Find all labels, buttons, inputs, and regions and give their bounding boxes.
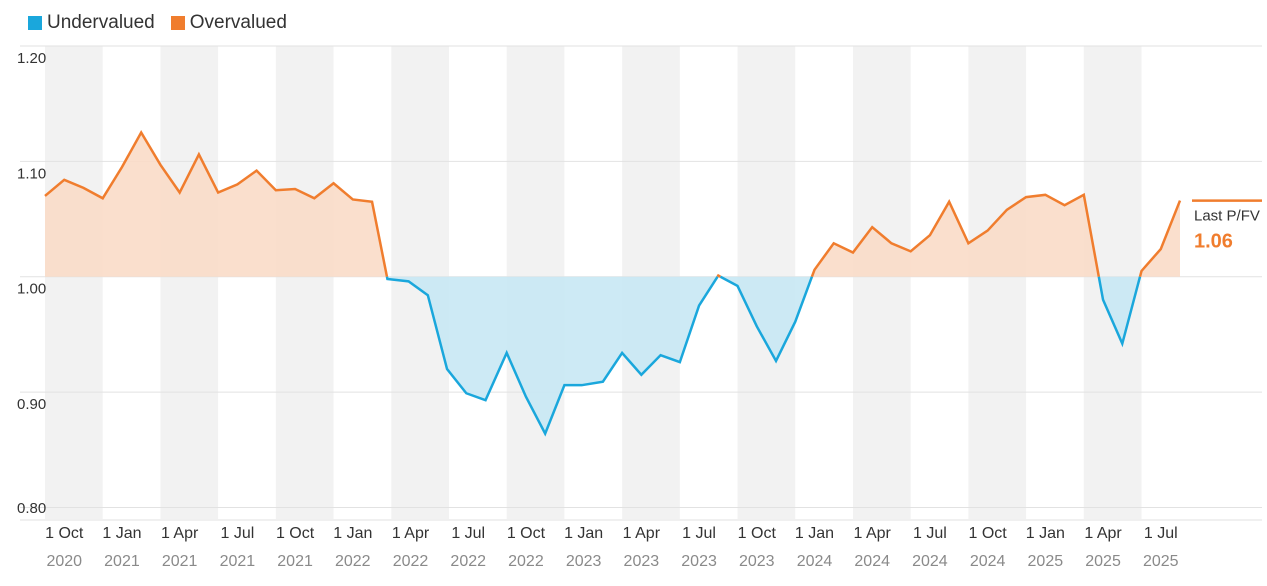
x-tick-label: 1 Jul — [913, 525, 947, 542]
x-tick-label: 1 Apr — [1084, 525, 1122, 542]
undervalued-line — [1097, 276, 1142, 348]
x-tick-label: 1 Apr — [623, 525, 661, 542]
x-tick-label: 1 Jan — [102, 525, 141, 542]
x-axis: 1 Oct 2020 1 Jan 2021 1 Apr 2021 1 Jul 2021 1 Oc… — [45, 525, 1179, 570]
x-tick-year-label: 2020 — [46, 553, 82, 570]
x-tick-year-label: 2023 — [739, 553, 775, 570]
overvalued-line — [44, 130, 389, 277]
x-tick-label: 1 Jul — [220, 525, 254, 542]
x-tick-label: 1 Apr — [392, 525, 430, 542]
overvalued-swatch — [170, 16, 185, 30]
quarter-band — [160, 46, 219, 519]
overvalued-line — [716, 273, 722, 278]
y-tick-label: 1.10 — [17, 165, 46, 182]
x-tick-year-label: 2022 — [508, 553, 544, 570]
last-value-label: Last P/FV — [1194, 208, 1260, 225]
x-tick-label: 1 Jan — [564, 525, 603, 542]
x-tick-label: 1 Apr — [161, 525, 199, 542]
x-tick-label: 1 Jul — [682, 525, 716, 542]
x-tick-label: 1 Jan — [333, 525, 372, 542]
quarter-band — [45, 46, 103, 519]
x-tick-year-label: 2022 — [450, 553, 486, 570]
undervalued-label: Undervalued — [47, 12, 155, 33]
legend: Undervalued Overvalued — [28, 12, 287, 34]
y-tick-label: 1.20 — [17, 50, 46, 67]
x-tick-label: 1 Apr — [854, 525, 892, 542]
quarter-band — [275, 46, 334, 519]
x-tick-label: 1 Oct — [738, 525, 777, 542]
legend-item-undervalued[interactable]: Undervalued — [28, 12, 155, 34]
overvalued-area — [811, 194, 1099, 277]
x-tick-label: 1 Jan — [1026, 525, 1065, 542]
undervalued-line — [385, 276, 719, 437]
quarter-bands — [45, 46, 1142, 519]
x-tick-label: 1 Oct — [969, 525, 1008, 542]
overvalued-area — [45, 132, 387, 277]
x-tick-year-label: 2022 — [393, 553, 429, 570]
last-value-number: 1.06 — [1194, 231, 1233, 253]
x-tick-year-label: 2024 — [854, 553, 890, 570]
x-tick-year-label: 2023 — [566, 553, 602, 570]
last-value-marker: Last P/FV 1.06 — [1192, 199, 1262, 253]
x-tick-year-label: 2021 — [162, 553, 198, 570]
x-tick-label: 1 Oct — [507, 525, 546, 542]
x-tick-year-label: 2023 — [624, 553, 660, 570]
undervalued-area — [1098, 276, 1140, 344]
x-tick-year-label: 2024 — [912, 553, 948, 570]
y-tick-label: 0.90 — [17, 396, 46, 413]
x-tick-year-label: 2021 — [104, 553, 140, 570]
x-tick-year-label: 2021 — [277, 553, 313, 570]
x-tick-year-label: 2022 — [335, 553, 371, 570]
quarter-band — [852, 46, 911, 519]
x-tick-year-label: 2024 — [797, 553, 833, 570]
x-tick-year-label: 2021 — [220, 553, 256, 570]
x-tick-label: 1 Jan — [795, 525, 834, 542]
overvalued-area — [1139, 200, 1180, 277]
series-line — [44, 130, 1182, 437]
y-axis: 0.80 0.90 1.00 1.10 1.20 — [17, 50, 46, 517]
x-tick-label: 1 Oct — [276, 525, 315, 542]
x-tick-label: 1 Oct — [45, 525, 84, 542]
y-tick-label: 1.00 — [17, 281, 46, 298]
overvalued-line — [810, 192, 1101, 278]
overvalued-line — [1138, 200, 1182, 278]
undervalued-swatch — [28, 16, 42, 30]
undervalued-line — [719, 275, 814, 364]
overvalued-label: Overvalued — [189, 12, 287, 33]
x-tick-label: 1 Jul — [451, 525, 485, 542]
x-tick-year-label: 2025 — [1143, 553, 1179, 570]
y-tick-label: 0.80 — [17, 500, 46, 517]
x-tick-year-label: 2023 — [681, 553, 717, 570]
x-tick-year-label: 2025 — [1085, 553, 1121, 570]
quarter-band — [968, 46, 1027, 519]
legend-item-overvalued[interactable]: Overvalued — [170, 12, 287, 34]
x-tick-year-label: 2025 — [1028, 553, 1064, 570]
x-tick-label: 1 Jul — [1144, 525, 1178, 542]
x-tick-year-label: 2024 — [970, 553, 1006, 570]
